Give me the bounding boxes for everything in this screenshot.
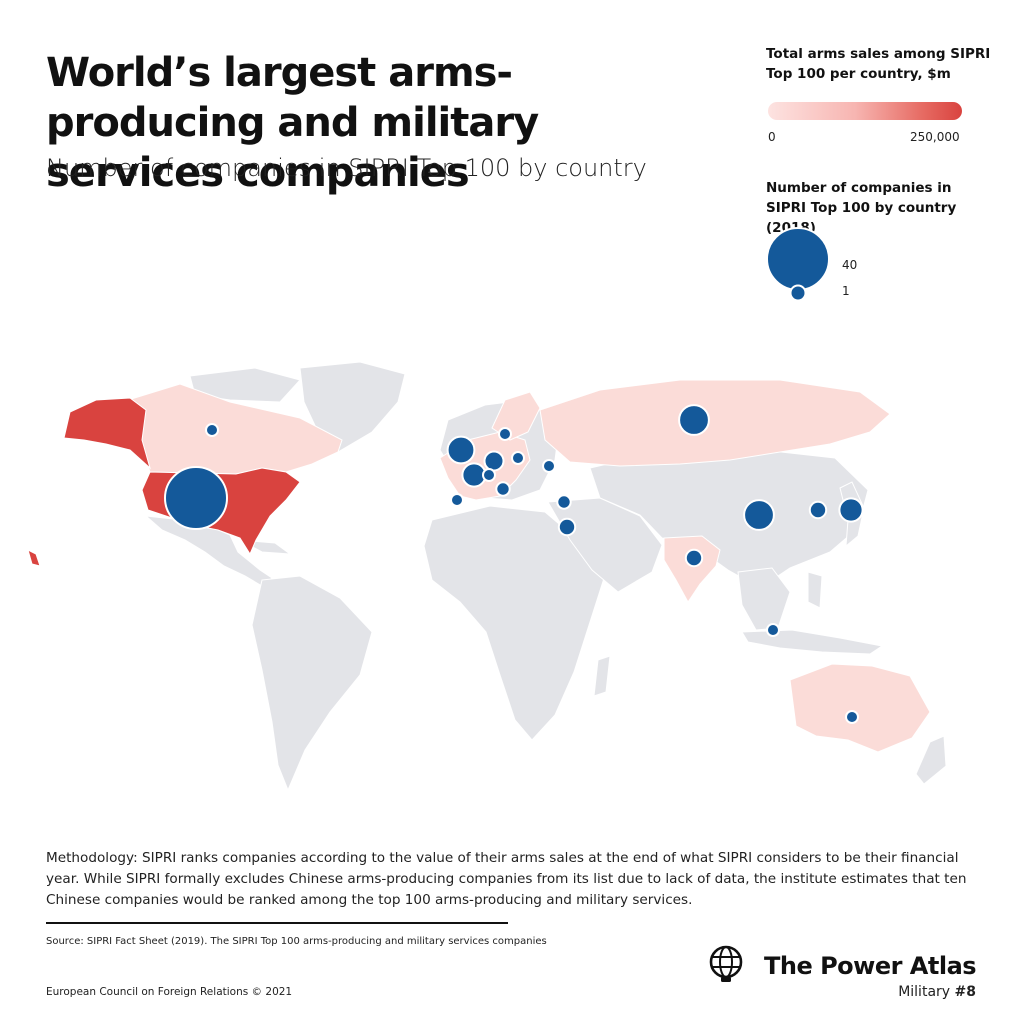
series-label: Military #8 — [898, 984, 976, 1000]
bubble-india — [684, 548, 704, 568]
sales-gradient-bar — [768, 102, 962, 120]
org-credit: European Council on Foreign Relations © … — [46, 986, 293, 998]
bubble-germany — [483, 450, 505, 472]
alaska-shape — [63, 397, 151, 470]
divider-rule — [46, 922, 508, 924]
bubble-russia — [678, 404, 710, 436]
philippines — [807, 571, 823, 609]
brand-name: The Power Atlas — [764, 952, 977, 980]
methodology-text: Methodology: SIPRI ranks companies accor… — [46, 850, 967, 908]
bubble-switzerland — [482, 468, 496, 482]
new-zealand — [915, 735, 947, 785]
bubble-spain — [450, 493, 464, 507]
count-legend-bubbles — [766, 227, 830, 302]
count-legend-large: 40 — [842, 258, 858, 272]
series-number: #8 — [954, 984, 976, 1000]
madagascar — [593, 655, 611, 697]
bubble-united-kingdom — [446, 435, 476, 465]
bubble-ukraine — [542, 459, 556, 473]
bubble-japan — [838, 497, 864, 523]
greenland — [299, 361, 406, 453]
bubble-italy — [495, 481, 511, 497]
australia-shape — [789, 663, 931, 753]
bubble-china — [743, 499, 775, 531]
bubble-canada — [205, 423, 219, 437]
southeast-asia — [737, 567, 791, 631]
bubble-poland — [511, 451, 525, 465]
series-name: Military — [898, 984, 951, 1000]
hawaii-shape — [27, 549, 41, 567]
south-america — [251, 575, 373, 792]
legend-bubble-large — [766, 227, 830, 291]
bubble-south-korea — [808, 500, 828, 520]
page-subtitle: Number of companies in SIPRI Top 100 by … — [46, 154, 647, 182]
bubble-united-states — [164, 466, 228, 530]
count-legend-small: 1 — [842, 284, 850, 298]
globe-logo-icon — [709, 945, 743, 982]
legend-bubble-small — [789, 284, 807, 302]
sales-legend-min: 0 — [768, 130, 776, 144]
bubble-israel — [557, 517, 577, 537]
bubble-singapore — [766, 623, 780, 637]
source-text: Source: SIPRI Fact Sheet (2019). The SIP… — [46, 936, 547, 947]
indonesia — [741, 629, 884, 655]
country-bubbles — [164, 404, 864, 724]
bubble-sweden — [498, 427, 512, 441]
world-map — [27, 361, 947, 792]
sales-legend-title: Total arms sales among SIPRI Top 100 per… — [766, 46, 991, 82]
india-shape — [663, 535, 721, 603]
page-title: World’s largest arms-producing and milit… — [46, 50, 539, 196]
bubble-turkey — [556, 494, 572, 510]
russia-shape — [539, 379, 891, 467]
bubble-australia — [845, 710, 859, 724]
sales-legend-max: 250,000 — [910, 130, 960, 144]
